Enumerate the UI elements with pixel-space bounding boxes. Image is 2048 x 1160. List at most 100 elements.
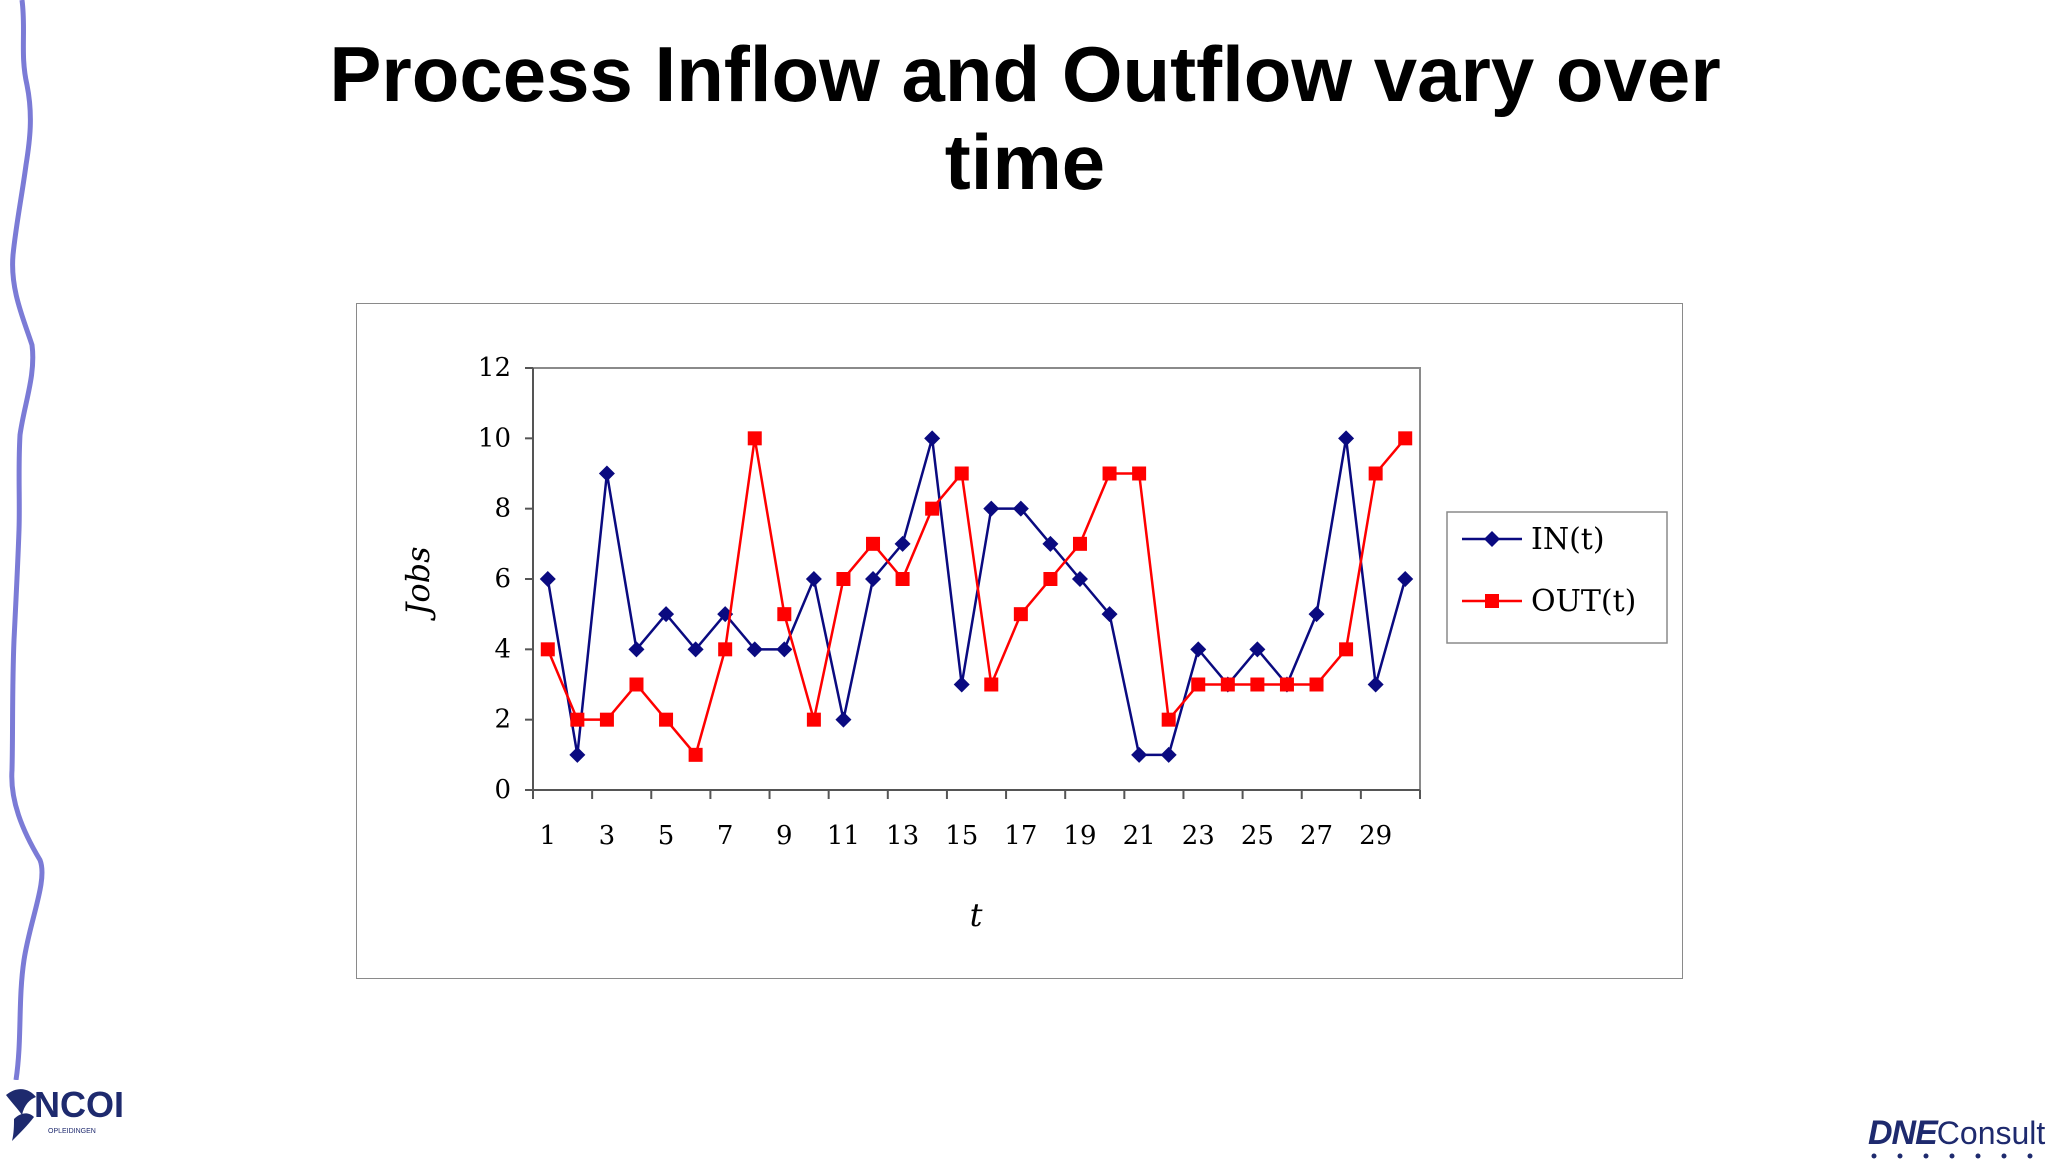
data-point <box>1367 676 1384 693</box>
data-point <box>983 500 1000 517</box>
x-tick-label: 3 <box>599 821 616 851</box>
ncoi-logo-subtext: OPLEIDINGEN <box>48 1128 96 1135</box>
y-tick-label: 4 <box>494 634 511 664</box>
data-point <box>1308 606 1325 623</box>
x-tick-label: 11 <box>827 821 860 851</box>
data-point <box>1191 677 1206 692</box>
data-point <box>1161 712 1176 727</box>
data-point <box>570 712 585 727</box>
dne-dots-decoration <box>1871 1153 2033 1159</box>
data-point <box>718 642 733 657</box>
data-point <box>1309 677 1324 692</box>
data-point <box>1101 606 1118 623</box>
data-point <box>953 676 970 693</box>
data-point <box>1339 642 1354 657</box>
ncoi-figure-icon <box>6 1089 36 1141</box>
legend-item-in: IN(t) <box>1462 522 1605 557</box>
data-point <box>1190 641 1207 658</box>
data-point <box>1043 572 1058 586</box>
data-point <box>1250 677 1265 692</box>
dne-consult-logo: DNEConsult <box>1868 1114 2046 1159</box>
legend-marker <box>1484 531 1500 547</box>
data-point <box>1131 746 1148 763</box>
data-point <box>1220 677 1235 692</box>
data-point <box>1013 607 1028 622</box>
x-tick-labels: 1 3 5 7 9 11 13 15 17 19 21 23 25 27 29 <box>540 821 1393 851</box>
data-point <box>539 571 556 587</box>
data-point <box>865 571 882 587</box>
x-tick-label: 5 <box>658 821 675 851</box>
legend-marker <box>1485 594 1499 608</box>
data-point <box>1102 466 1117 481</box>
x-tick-label: 29 <box>1359 821 1392 851</box>
data-point <box>836 572 851 586</box>
y-tick-label: 6 <box>494 564 511 594</box>
data-point <box>984 677 999 692</box>
data-point <box>1397 571 1414 587</box>
x-tick-label: 9 <box>776 821 793 851</box>
data-point <box>1338 430 1355 447</box>
data-point <box>1279 677 1294 692</box>
y-tick-label: 8 <box>494 494 511 524</box>
series-out <box>540 431 1413 762</box>
x-tick-label: 25 <box>1241 821 1274 851</box>
y-tick-labels: 0 2 4 6 8 10 12 <box>478 353 511 805</box>
data-point <box>1042 535 1059 552</box>
legend-label: OUT(t) <box>1531 584 1636 619</box>
dne-suffix-text: Consult <box>1936 1115 2046 1151</box>
data-point <box>776 641 793 658</box>
data-point <box>924 430 941 447</box>
data-point <box>1012 500 1029 517</box>
data-point <box>835 711 852 728</box>
x-tick-label: 27 <box>1300 821 1333 851</box>
decorative-ribbon <box>9 0 45 1080</box>
chart-legend: IN(t) OUT(t) <box>1446 511 1668 644</box>
data-point <box>687 641 704 658</box>
data-point <box>1160 746 1177 763</box>
slide-title: Process Inflow and Outflow vary over tim… <box>260 30 1790 206</box>
data-point <box>628 641 645 658</box>
y-tick-label: 10 <box>478 423 511 453</box>
x-tick-label: 17 <box>1004 821 1037 851</box>
x-tick-label: 23 <box>1182 821 1215 851</box>
data-point <box>1398 431 1413 446</box>
ncoi-logo-text: NCOI <box>34 1084 124 1125</box>
y-axis-label: Jobs <box>399 547 437 622</box>
data-point <box>540 642 555 657</box>
x-tick-label: 1 <box>540 821 557 851</box>
chart-series <box>539 430 1414 763</box>
data-point <box>688 747 703 762</box>
data-point <box>954 466 969 481</box>
data-point <box>895 572 910 586</box>
data-point <box>629 677 644 692</box>
data-point <box>658 606 675 623</box>
x-tick-label: 7 <box>717 821 734 851</box>
chart-axes <box>525 367 1421 799</box>
data-point <box>777 607 792 622</box>
legend-item-out: OUT(t) <box>1462 584 1636 619</box>
x-tick-label: 19 <box>1063 821 1096 851</box>
data-point <box>659 712 674 727</box>
x-tick-label: 13 <box>886 821 919 851</box>
slide-title-line-1: Process Inflow and Outflow vary over <box>329 30 1721 118</box>
data-point <box>894 535 911 552</box>
data-point <box>747 431 762 446</box>
data-point <box>746 641 763 658</box>
data-point <box>1132 466 1147 481</box>
data-point <box>1071 571 1088 587</box>
dne-brand-text: DNE <box>1868 1114 1938 1152</box>
series-line <box>546 437 1407 757</box>
data-point <box>925 501 940 516</box>
data-point <box>599 712 614 727</box>
data-point <box>1249 641 1266 658</box>
y-tick-label: 12 <box>478 353 511 383</box>
x-axis-label: t <box>970 896 983 934</box>
legend-label: IN(t) <box>1531 522 1605 557</box>
chart-frame: 0 2 4 6 8 10 12 1 3 5 7 9 11 13 15 17 19 21 23 25 27 29 Jobs… <box>356 303 1683 979</box>
data-point <box>569 746 586 763</box>
slide-title-line-2: time <box>944 118 1106 206</box>
legend-box <box>1446 511 1668 644</box>
x-tick-label: 21 <box>1123 821 1156 851</box>
data-point <box>866 536 881 551</box>
